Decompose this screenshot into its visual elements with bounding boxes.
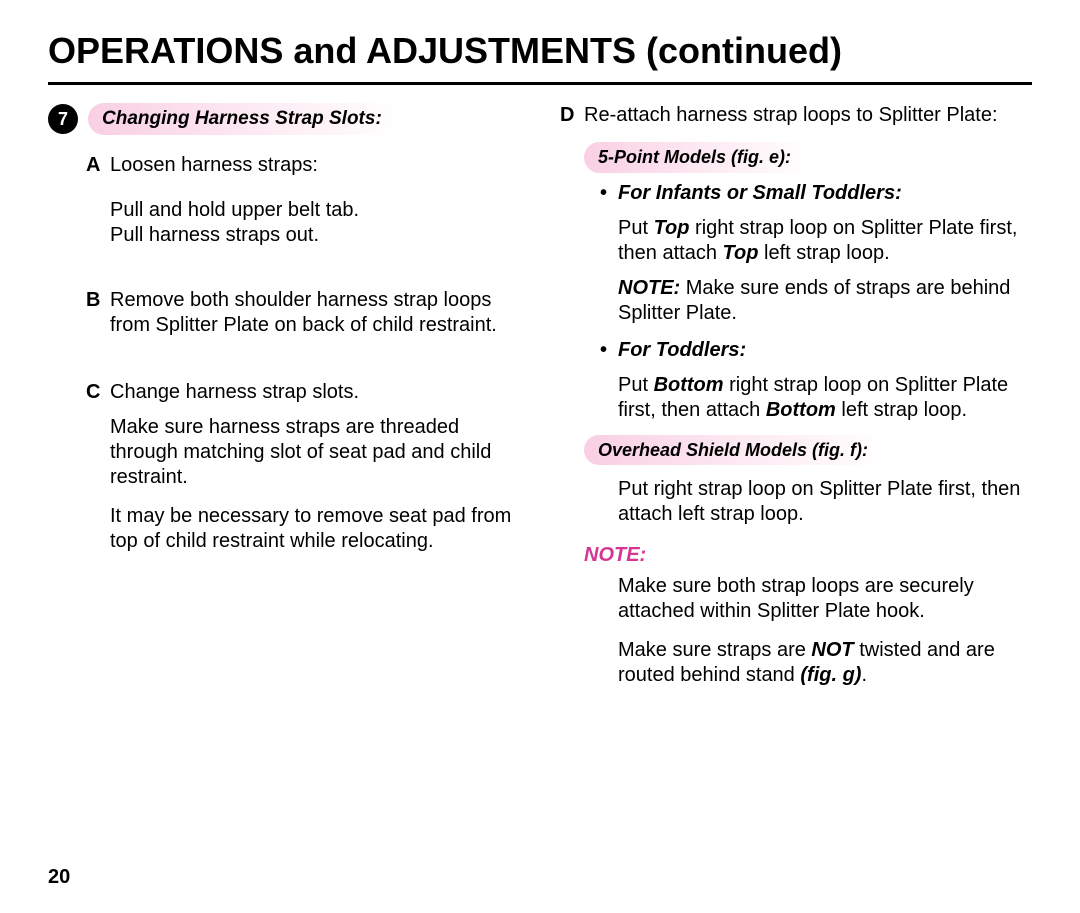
step-text: Loosen harness straps: — [110, 153, 520, 178]
step-text: Re-attach harness strap loops to Splitte… — [584, 103, 1032, 128]
section-number-badge: 7 — [48, 104, 78, 134]
step-text: Remove both shoulder harness strap loops… — [110, 288, 520, 338]
t: Bottom — [654, 374, 724, 396]
note-prefix: NOTE: — [618, 277, 680, 299]
overhead-heading-wrap: Overhead Shield Models (fig. f): — [584, 435, 1032, 466]
note-label: NOTE: — [584, 544, 646, 566]
step-c-detail-1: Make sure harness straps are threaded th… — [110, 415, 520, 490]
step-c: C Change harness strap slots. — [86, 380, 520, 405]
note-heading: NOTE: — [584, 543, 1032, 568]
t: (fig. g) — [800, 664, 861, 686]
step-letter: B — [86, 288, 110, 338]
t: left strap loop. — [836, 399, 967, 421]
overhead-body: Put right strap loop on Splitter Plate f… — [618, 477, 1032, 527]
bullet-label: For Toddlers: — [618, 338, 746, 363]
t: Make sure straps are — [618, 639, 811, 661]
manual-page: OPERATIONS and ADJUSTMENTS (continued) 7… — [0, 0, 1080, 913]
t: Top — [723, 242, 759, 264]
t: Put — [618, 217, 654, 239]
title-rule — [48, 82, 1032, 85]
bullet-infants: • For Infants or Small Toddlers: — [600, 181, 1032, 206]
step-letter: A — [86, 153, 110, 178]
t: . — [861, 664, 867, 686]
bullet-infants-body: Put Top right strap loop on Splitter Pla… — [618, 216, 1032, 266]
five-point-heading-wrap: 5-Point Models (fig. e): — [584, 142, 1032, 173]
step-letter: C — [86, 380, 110, 405]
step-letter: D — [560, 103, 584, 128]
spacer — [48, 358, 520, 380]
step-a-line1: Pull and hold upper belt tab. — [110, 198, 520, 223]
spacer — [48, 270, 520, 288]
step-a: A Loosen harness straps: — [86, 153, 520, 178]
t: NOT — [811, 639, 853, 661]
two-column-layout: 7 Changing Harness Strap Slots: A Loosen… — [48, 103, 1032, 696]
five-point-heading: 5-Point Models (fig. e): — [584, 142, 811, 173]
section-heading: Changing Harness Strap Slots: — [88, 103, 402, 135]
overhead-heading: Overhead Shield Models (fig. f): — [584, 435, 888, 466]
step-d: D Re-attach harness strap loops to Split… — [560, 103, 1032, 128]
page-number: 20 — [48, 866, 70, 889]
t: Bottom — [766, 399, 836, 421]
bullet-toddlers: • For Toddlers: — [600, 338, 1032, 363]
bullet-label: For Infants or Small Toddlers: — [618, 181, 902, 206]
note-body-2: Make sure straps are NOT twisted and are… — [618, 638, 1032, 688]
bullet-toddlers-body: Put Bottom right strap loop on Splitter … — [618, 373, 1032, 423]
t: Put — [618, 374, 654, 396]
step-text: Change harness strap slots. — [110, 380, 520, 405]
step-c-detail-2: It may be necessary to remove seat pad f… — [110, 504, 520, 554]
bullet-infants-note: NOTE: Make sure ends of straps are behin… — [618, 276, 1032, 326]
step-a-detail: Pull and hold upper belt tab. Pull harne… — [110, 198, 520, 248]
t: left strap loop. — [758, 242, 889, 264]
bullet-dot: • — [600, 181, 618, 206]
left-column: 7 Changing Harness Strap Slots: A Loosen… — [48, 103, 520, 696]
right-column: D Re-attach harness strap loops to Split… — [560, 103, 1032, 696]
page-title: OPERATIONS and ADJUSTMENTS (continued) — [48, 30, 1032, 72]
bullet-dot: • — [600, 338, 618, 363]
t: Top — [654, 217, 690, 239]
step-b: B Remove both shoulder harness strap loo… — [86, 288, 520, 338]
note-body-1: Make sure both strap loops are securely … — [618, 574, 1032, 624]
step-a-line2: Pull harness straps out. — [110, 223, 520, 248]
section-number: 7 — [58, 108, 68, 131]
section-header: 7 Changing Harness Strap Slots: — [48, 103, 520, 135]
